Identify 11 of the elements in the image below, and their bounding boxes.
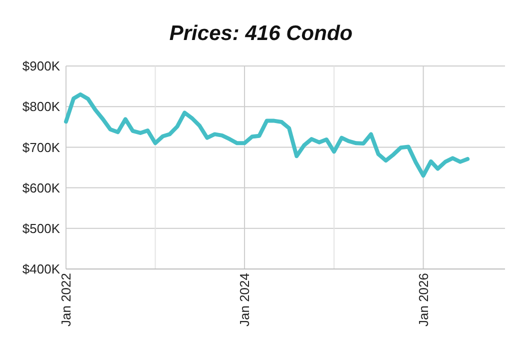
- y-tick-label: $600K: [22, 180, 60, 196]
- chart-title: Prices: 416 Condo: [169, 22, 353, 45]
- x-tick-label: Jan 2026: [416, 273, 431, 326]
- y-tick-label: $500K: [22, 220, 60, 236]
- y-tick-label: $400K: [22, 262, 60, 277]
- y-tick-label: $900K: [22, 58, 60, 74]
- line-series: [64, 92, 470, 178]
- x-tick-label: Jan 2022: [58, 273, 74, 326]
- x-tick-label: Jan 2024: [237, 273, 252, 326]
- y-tick-label: $800K: [22, 99, 60, 114]
- y-tick-label: $700K: [22, 140, 60, 155]
